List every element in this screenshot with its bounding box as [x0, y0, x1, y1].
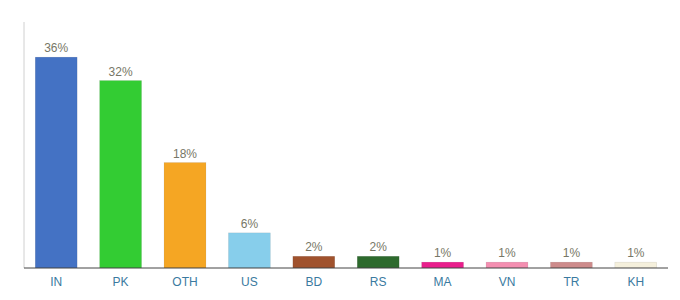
bar [357, 256, 399, 268]
bar [100, 81, 142, 268]
x-tick-label: IN [50, 275, 62, 289]
x-tick-label: PK [113, 275, 129, 289]
x-tick-label: VN [499, 275, 516, 289]
data-label: 1% [498, 246, 516, 260]
chart-container: IN PK OTH US BD RS MA VN TR KH 36% 32% 18% 6% 2% 2% 1% 1%… [0, 0, 680, 300]
x-tick-label: RS [370, 275, 387, 289]
bar [615, 262, 657, 268]
y-axis-line [24, 22, 25, 268]
bar [35, 57, 77, 268]
bar [293, 256, 335, 268]
x-tick-label: OTH [172, 275, 197, 289]
bars [35, 57, 656, 268]
bar [486, 262, 528, 268]
x-tick-label: TR [563, 275, 579, 289]
bar [164, 163, 206, 268]
bar [550, 262, 592, 268]
data-label: 32% [109, 65, 133, 79]
x-tick-label: BD [305, 275, 322, 289]
x-tick-label: MA [434, 275, 452, 289]
data-label: 36% [44, 41, 68, 55]
x-axis-line [24, 268, 668, 269]
data-label: 6% [241, 217, 259, 231]
bar [422, 262, 464, 268]
data-label: 2% [370, 240, 388, 254]
chart: IN PK OTH US BD RS MA VN TR KH 36% 32% 18% 6% 2% 2% 1% 1%… [0, 0, 680, 300]
data-label: 18% [173, 147, 197, 161]
x-tick-label: US [241, 275, 258, 289]
data-label: 2% [305, 240, 323, 254]
bar [228, 233, 270, 268]
x-tick-label: KH [627, 275, 644, 289]
data-label: 1% [627, 246, 645, 260]
data-label: 1% [434, 246, 452, 260]
data-label: 1% [563, 246, 581, 260]
